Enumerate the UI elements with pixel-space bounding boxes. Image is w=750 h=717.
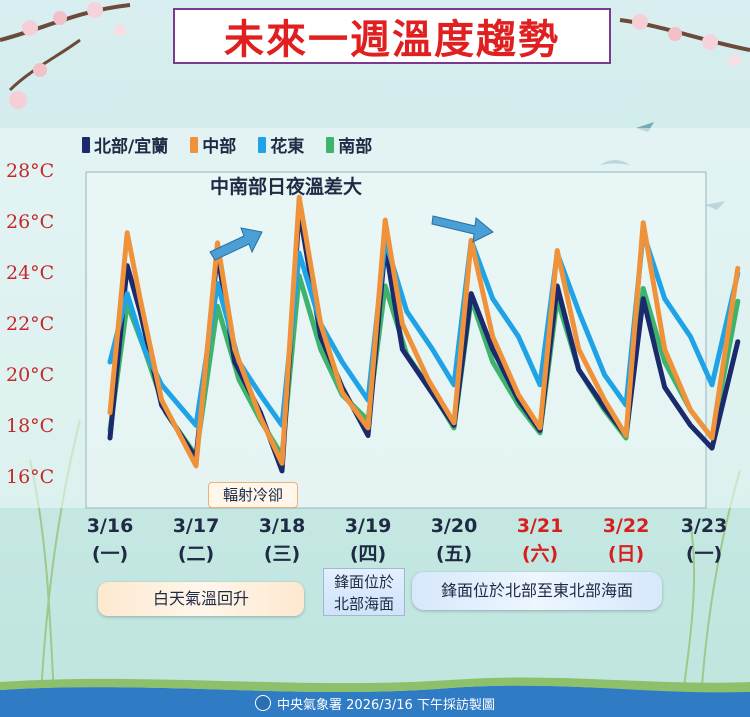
legend-label-central: 中部 [202,137,237,157]
chart-legend: 北部/宜蘭 中部 花東 南部 [82,132,372,157]
x-tick-label: 3/18 (三) [247,512,317,568]
legend-item-north: 北部/宜蘭 [82,132,168,157]
legend-item-east: 花東 [258,132,304,157]
y-tick-label: 22°C [6,313,55,335]
annotation-day-night-difference: 中南部日夜溫差大 [210,176,363,198]
x-tick-label: 3/20 (五) [419,512,489,568]
x-tick-day: (三) [263,543,301,565]
x-tick-label: 3/23 (一) [669,512,739,568]
x-tick-day: (五) [435,543,473,565]
arrow-right-icon [209,227,263,261]
y-tick-label: 18°C [6,415,55,437]
x-tick-date: 3/22 [602,515,650,537]
legend-swatch-south [326,136,335,153]
x-tick-day: (一) [685,543,723,565]
legend-swatch-north [82,136,90,153]
note-warming: 白天氣溫回升 [98,582,304,616]
x-tick-date: 3/18 [258,515,306,537]
x-tick-day: (日) [607,543,645,565]
x-tick-day: (二) [177,543,215,565]
y-tick-label: 28°C [6,160,55,182]
y-tick-label: 24°C [6,262,55,284]
plum-blossom-icon [0,2,131,109]
x-tick-day: (四) [349,543,387,565]
cwa-logo-icon [255,695,272,711]
title-frame [173,8,611,64]
legend-swatch-central [190,136,199,153]
y-tick-label: 26°C [6,211,55,233]
legend-label-east: 花東 [270,137,305,157]
note-front-short-line1: 鋒面位於 [333,573,394,591]
x-tick-date: 3/23 [680,515,728,537]
x-tick-date: 3/19 [344,515,392,537]
x-tick-date: 3/21 [516,515,564,537]
y-tick-label: 16°C [6,466,55,488]
annotation-radiative-cooling: 輻射冷卻 [208,482,298,508]
legend-item-south: 南部 [326,132,372,157]
plum-blossom-icon [619,14,750,66]
legend-swatch-east [258,136,267,153]
arrow-right-icon [431,215,494,243]
x-tick-day: (一) [91,543,129,565]
x-tick-day: (六) [521,543,559,565]
x-tick-label: 3/21 (六) [505,512,575,568]
river [0,685,750,717]
note-front-short-line2: 北部海面 [333,595,394,613]
x-tick-label: 3/19 (四) [333,512,403,568]
riverbank [0,677,750,693]
legend-label-north: 北部/宜蘭 [94,137,169,157]
note-front-long: 鋒面位於北部至東北部海面 [412,572,662,610]
credit-line: 中央氣象署 2026/3/16 下午採訪製圖 [0,694,750,713]
legend-item-central: 中部 [190,132,236,157]
note-front-short: 鋒面位於 北部海面 [323,568,405,616]
credit-text: 中央氣象署 2026/3/16 下午採訪製圖 [277,698,495,713]
x-tick-date: 3/20 [430,515,478,537]
x-tick-label: 3/22 (日) [591,512,661,568]
x-tick-date: 3/17 [172,515,220,537]
x-tick-label: 3/17 (二) [161,512,231,568]
y-tick-label: 20°C [6,364,55,386]
x-tick-label: 3/16 (一) [75,512,145,568]
page-title: 未來一週溫度趨勢 [224,17,560,63]
x-tick-date: 3/16 [86,515,134,537]
plot-area [85,171,707,509]
legend-label-south: 南部 [338,137,373,157]
series-line-central [107,194,741,469]
